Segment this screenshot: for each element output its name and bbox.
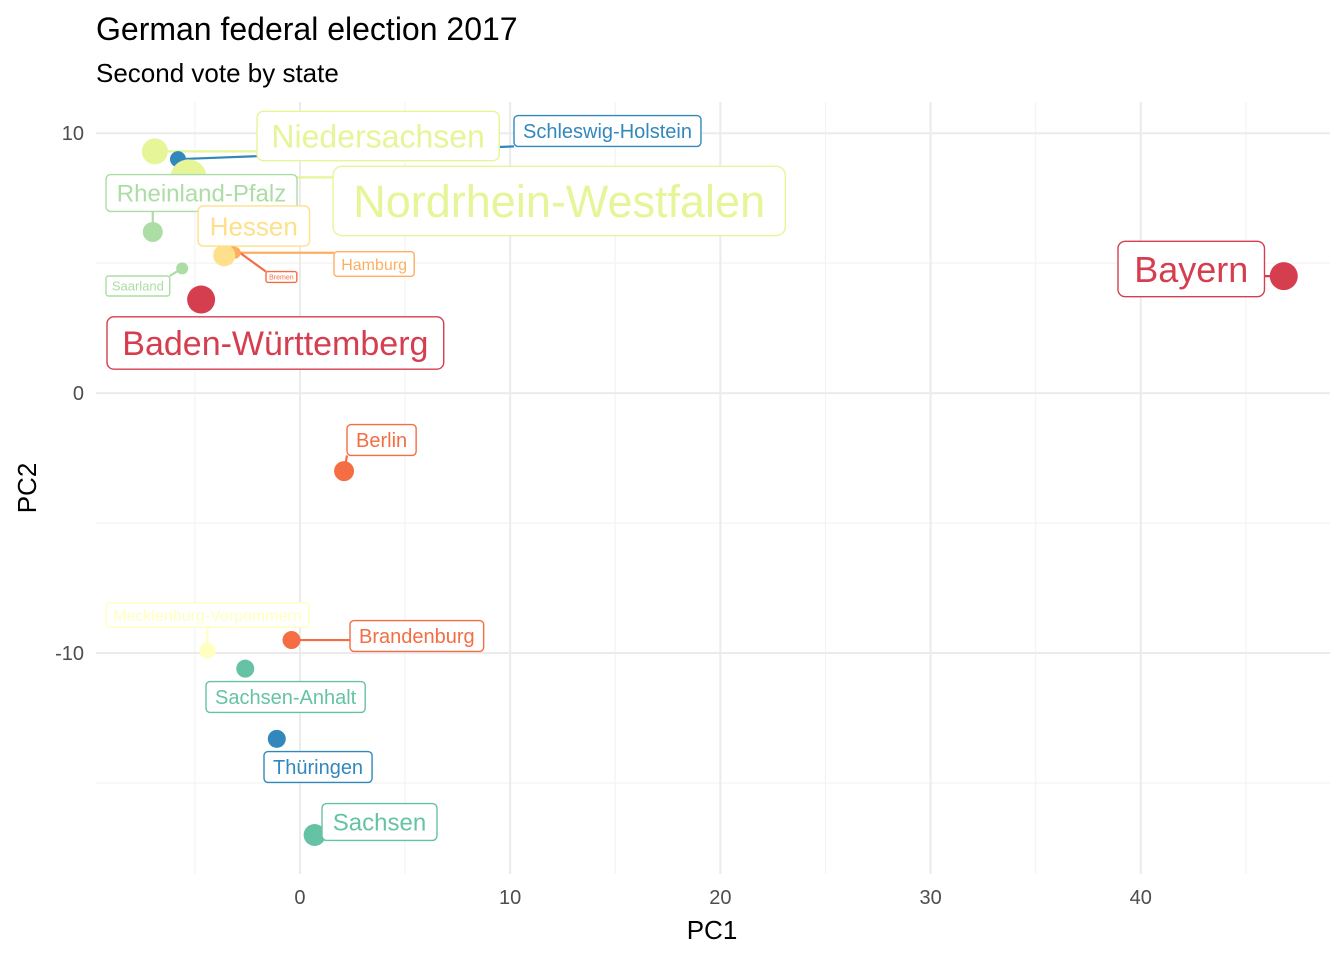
point-label-box bbox=[197, 205, 311, 247]
point-niedersachsen bbox=[141, 138, 168, 165]
point-label-text: Thüringen bbox=[273, 757, 363, 779]
point-label-box bbox=[105, 601, 310, 629]
point-sachsen-anhalt bbox=[236, 659, 255, 678]
point-label-text: Baden-Württemberg bbox=[122, 325, 428, 363]
label-rheinland-pfalz: Rheinland-Pfalz bbox=[105, 173, 298, 213]
point-label-text: Bremen bbox=[269, 275, 294, 282]
chart-subtitle: Second vote by state bbox=[96, 58, 339, 88]
point-label-box bbox=[205, 680, 366, 714]
y-tick-label: 10 bbox=[62, 123, 84, 145]
point-label-box bbox=[265, 270, 298, 284]
label-baden-w-rttemberg: Baden-Württemberg bbox=[106, 316, 445, 370]
point-label-text: Bayern bbox=[1134, 249, 1248, 290]
x-tick-label: 40 bbox=[1130, 887, 1152, 909]
point-label-box bbox=[333, 250, 415, 278]
x-tick-label: 30 bbox=[919, 887, 941, 909]
label-schleswig-holstein: Schleswig-Holstein bbox=[513, 114, 702, 148]
label-sachsen-anhalt: Sachsen-Anhalt bbox=[205, 680, 366, 714]
point-label-box bbox=[321, 802, 438, 842]
point-berlin bbox=[334, 461, 355, 482]
point-label-text: Berlin bbox=[356, 430, 407, 452]
point-hessen bbox=[213, 244, 236, 267]
tick-labels: 0 10 20 30 40 -10 0 10 bbox=[55, 123, 1152, 909]
point-label-box bbox=[105, 275, 171, 297]
point-label-text: Niedersachsen bbox=[271, 119, 484, 155]
point-label-text: Nordrhein-Westfalen bbox=[353, 176, 765, 227]
point-th-ringen bbox=[267, 729, 286, 748]
label-nordrhein-westfalen: Nordrhein-Westfalen bbox=[332, 165, 787, 237]
point-bayern bbox=[1269, 262, 1298, 291]
label-saarland: Saarland bbox=[105, 275, 171, 297]
point-label-text: Mecklenburg-Vorpommern bbox=[113, 608, 302, 625]
point-label-box bbox=[1117, 240, 1266, 298]
point-label-text: Schleswig-Holstein bbox=[523, 121, 692, 143]
point-label-box bbox=[106, 316, 445, 370]
point-sachsen bbox=[303, 824, 326, 847]
label-sachsen: Sachsen bbox=[321, 802, 438, 842]
label-brandenburg: Brandenburg bbox=[349, 619, 485, 653]
label-bayern: Bayern bbox=[1117, 240, 1266, 298]
point-labels: Schleswig-Holstein Niedersachsen Nordrhein… bbox=[105, 110, 1266, 842]
point-label-box bbox=[349, 619, 485, 653]
point-label-text: Saarland bbox=[112, 279, 164, 294]
point-label-box bbox=[513, 114, 702, 148]
label-berlin: Berlin bbox=[346, 423, 417, 457]
point-label-box bbox=[263, 750, 373, 784]
label-bremen: Bremen bbox=[265, 270, 298, 284]
point-label-box bbox=[346, 423, 417, 457]
point-label-text: Hessen bbox=[210, 211, 298, 241]
point-label-text: Rheinland-Pfalz bbox=[117, 181, 286, 208]
chart-title: German federal election 2017 bbox=[96, 11, 518, 47]
point-label-text: Brandenburg bbox=[359, 626, 475, 648]
y-axis-title: PC2 bbox=[12, 463, 42, 514]
label-th-ringen: Thüringen bbox=[263, 750, 373, 784]
label-hamburg: Hamburg bbox=[333, 250, 415, 278]
y-tick-label: -10 bbox=[55, 643, 84, 665]
point-label-text: Sachsen-Anhalt bbox=[215, 687, 357, 709]
point-brandenburg bbox=[282, 631, 301, 650]
point-mecklenburg-vorpommern bbox=[199, 642, 216, 659]
point-label-text: Hamburg bbox=[341, 257, 407, 274]
x-axis-title: PC1 bbox=[687, 915, 738, 945]
point-baden-w-rttemberg bbox=[187, 285, 216, 314]
point-label-box bbox=[332, 165, 787, 237]
label-niedersachsen: Niedersachsen bbox=[256, 110, 500, 162]
x-tick-label: 20 bbox=[709, 887, 731, 909]
point-label-text: Sachsen bbox=[333, 810, 426, 837]
x-tick-label: 0 bbox=[294, 887, 305, 909]
label-hessen: Hessen bbox=[197, 205, 311, 247]
y-tick-label: 0 bbox=[73, 383, 84, 405]
point-rheinland-pfalz bbox=[142, 221, 163, 242]
label-mecklenburg-vorpommern: Mecklenburg-Vorpommern bbox=[105, 601, 310, 629]
point-label-box bbox=[256, 110, 500, 162]
point-saarland bbox=[176, 262, 189, 275]
x-tick-label: 10 bbox=[499, 887, 521, 909]
